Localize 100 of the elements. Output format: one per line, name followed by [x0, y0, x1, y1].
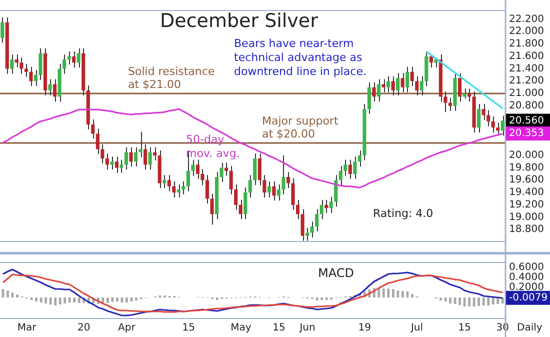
x-tick-label: Mar [17, 322, 38, 334]
candlestick [391, 76, 395, 96]
candlestick [210, 193, 214, 226]
bar [68, 298, 71, 302]
candlestick [348, 159, 352, 180]
candlestick [324, 199, 328, 214]
candlestick [291, 178, 295, 210]
bar [102, 298, 104, 303]
candlestick [491, 116, 495, 133]
x-tick-label: May [230, 322, 252, 334]
candlestick [467, 88, 472, 102]
candlestick [315, 208, 319, 232]
candlestick [10, 54, 14, 74]
y-tick-label: 20.800 [509, 100, 544, 112]
candlestick [229, 165, 233, 195]
candlestick [410, 66, 414, 87]
candlestick [386, 76, 390, 93]
bar [35, 298, 38, 302]
candlestick [148, 146, 152, 170]
bar [54, 298, 57, 306]
candlestick [306, 227, 310, 242]
bar [472, 298, 476, 306]
annotation: 20.353 [509, 128, 544, 140]
y-tick-label: 19.000 [509, 212, 544, 223]
bar [58, 298, 62, 304]
x-tick-label: Jun [298, 322, 316, 334]
bar [6, 290, 9, 298]
annotation: Rating: 4.0 [373, 206, 434, 220]
annotation: 20.560 [509, 115, 544, 126]
bar [135, 298, 138, 300]
candlestick [53, 78, 57, 102]
candlestick [20, 57, 24, 74]
annotation: -0.0079 [509, 292, 548, 304]
candlestick [320, 199, 324, 220]
bar [492, 298, 494, 304]
y-tick-label: 19.800 [509, 162, 544, 174]
y-tick-label: 21.000 [509, 88, 544, 100]
x-tick-label: 15 [182, 322, 195, 334]
candlestick [376, 78, 381, 102]
candlestick [172, 180, 176, 198]
bar [482, 298, 485, 306]
candlestick [272, 180, 276, 202]
y-tick-label: 0.6000 [509, 262, 544, 274]
x-tick-label: 15 [272, 322, 286, 334]
candlestick [114, 156, 119, 174]
candlestick [191, 159, 195, 176]
candlestick [286, 172, 290, 189]
bar [402, 291, 404, 298]
candlestick [138, 131, 142, 158]
bar [78, 298, 80, 303]
candlestick [67, 50, 71, 65]
x-tick-label: 15 [458, 322, 471, 334]
candlestick [310, 221, 314, 238]
x-tick-label: 20 [78, 322, 90, 334]
candlestick [429, 54, 433, 68]
bar [73, 298, 76, 302]
bar [387, 288, 390, 298]
chart-title: MACD [318, 266, 354, 280]
candlestick [382, 78, 386, 93]
bar [392, 289, 394, 298]
bar [468, 298, 471, 306]
candlestick [396, 72, 400, 96]
candlestick [248, 174, 252, 198]
candlestick [129, 146, 133, 168]
y-tick-label: 21.200 [509, 76, 544, 87]
x-axis-title: Daily [517, 322, 542, 334]
candlestick [448, 97, 452, 112]
y-tick-label: 21.600 [509, 50, 544, 62]
ref-line-label: Major support at $20.00 [262, 114, 339, 140]
candlestick [253, 153, 257, 186]
candlestick [29, 66, 33, 87]
candlestick [110, 156, 114, 170]
bar [44, 298, 48, 304]
candlestick [182, 180, 186, 195]
y-tick-label: 0.2000 [509, 282, 544, 294]
candlestick [48, 78, 52, 96]
bar [49, 298, 52, 304]
candlestick [167, 174, 171, 192]
ref-line-label: Solid resistance at $21.00 [128, 64, 215, 91]
bar [501, 298, 504, 304]
y-tick-label: 20.000 [509, 150, 544, 161]
candlestick [91, 119, 95, 140]
y-tick-label: 21.400 [509, 63, 544, 74]
y-tick-label: 0.4000 [509, 272, 544, 284]
bar [116, 298, 118, 302]
candlestick [238, 199, 242, 220]
candlestick [205, 174, 210, 204]
candlestick [234, 184, 238, 210]
candlestick [76, 48, 80, 68]
y-tick-label: 22.200 [509, 14, 544, 25]
bar [449, 298, 452, 304]
candlestick [105, 153, 109, 170]
candlestick [24, 63, 28, 78]
bar [440, 298, 442, 300]
candlestick [120, 159, 124, 174]
y-tick-label: 21.800 [509, 38, 544, 50]
candlestick [0, 16, 4, 44]
candlestick [372, 82, 376, 102]
candlestick [162, 174, 166, 189]
bar [378, 288, 380, 298]
